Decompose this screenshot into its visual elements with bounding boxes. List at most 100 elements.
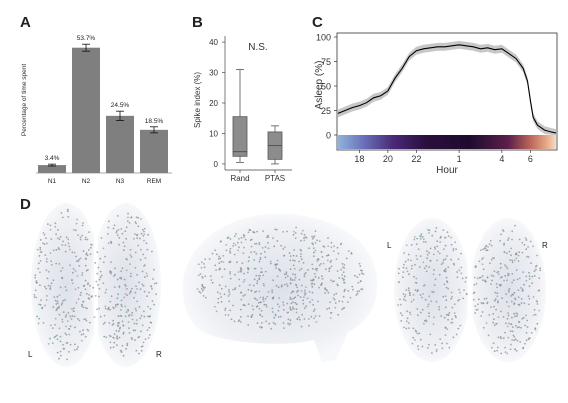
electrode-dot [527,256,530,258]
electrode-dot [65,289,68,292]
electrode-dot [296,286,299,289]
electrode-dot [330,265,333,268]
electrode-dot [509,348,512,351]
electrode-dot [250,315,253,317]
electrode-dot [229,247,232,250]
electrode-dot [439,241,441,243]
electrode-dot [243,272,246,275]
electrode-dot [405,327,408,330]
electrode-dot [46,295,48,297]
electrode-dot [308,247,311,250]
electrode-dot [415,243,418,246]
electrode-dot [72,271,74,274]
electrode-dot [67,312,70,314]
electrode-dot [344,288,346,291]
electrode-dot [511,339,513,341]
electrode-dot [326,308,328,310]
electrode-dot [55,262,58,265]
electrode-dot [292,264,295,267]
electrode-dot [349,296,352,299]
electrode-dot [118,330,120,333]
electrode-dot [52,249,55,252]
electrode-dot [507,312,509,314]
electrode-dot [81,305,83,307]
electrode-dot [259,326,261,328]
electrode-dot [57,247,60,249]
electrode-dot [143,290,146,293]
electrode-dot [238,278,241,281]
electrode-dot [232,242,235,245]
electrode-dot [314,242,317,244]
electrode-dot [482,326,485,329]
electrode-dot [521,317,524,320]
electrode-dot [493,305,495,308]
electrode-dot [261,247,264,249]
electrode-dot [276,263,279,265]
electrode-dot [506,325,509,328]
electrode-dot [457,327,460,330]
electrode-dot [359,280,362,283]
electrode-dot [73,315,76,318]
electrode-dot [295,303,298,306]
electrode-dot [135,349,138,352]
electrode-dot [443,248,445,251]
electrode-dot [425,265,428,267]
electrode-dot [431,234,434,237]
electrode-dot [62,240,64,243]
electrode-dot [497,336,500,339]
electrode-dot [131,311,134,314]
electrode-dot [311,242,314,245]
electrode-dot [436,245,439,248]
electrode-dot [310,315,313,318]
electrode-dot [330,312,333,314]
electrode-dot [113,333,116,336]
electrode-dot [454,315,457,317]
electrode-dot [425,270,428,273]
electrode-dot [460,252,462,255]
electrode-dot [77,260,80,262]
electrode-dot [69,343,72,346]
electrode-dot [58,248,61,251]
electrode-dot [303,275,306,278]
electrode-dot [261,322,263,324]
electrode-dot [118,286,121,289]
electrode-dot [42,242,44,245]
electrode-dot [408,327,410,329]
electrode-dot [125,285,127,287]
electrode-dot [109,341,112,344]
electrode-dot [302,229,304,232]
electrode-dot [452,336,455,339]
electrode-dot [484,280,487,283]
electrode-dot [343,278,345,281]
coronal-label-l: L [387,241,392,250]
electrode-dot [289,319,292,322]
electrode-dot [60,354,62,357]
electrode-dot [116,297,119,300]
electrode-dot [267,247,270,250]
electrode-dot [290,292,293,294]
electrode-dot [218,268,220,271]
electrode-dot [526,319,529,322]
electrode-dot [505,265,508,268]
electrode-dot [254,267,257,270]
electrode-dot [278,297,281,299]
electrode-dot [84,279,87,282]
x-tick-label: N2 [82,178,91,185]
electrode-dot [140,314,143,317]
electrode-dot [313,251,315,254]
electrode-dot [213,305,216,308]
electrode-dot [481,258,483,260]
electrode-dot [539,267,542,270]
electrode-dot [82,329,84,332]
electrode-dot [146,329,149,331]
electrode-dot [512,334,515,337]
electrode-dot [521,288,524,290]
electrode-dot [117,322,119,324]
electrode-dot [498,283,501,286]
electrode-dot [436,259,439,262]
electrode-dot [116,303,119,306]
electrode-dot [513,336,516,338]
electrode-dot [405,267,408,270]
electrode-dot [199,273,202,275]
electrode-dot [74,343,76,346]
